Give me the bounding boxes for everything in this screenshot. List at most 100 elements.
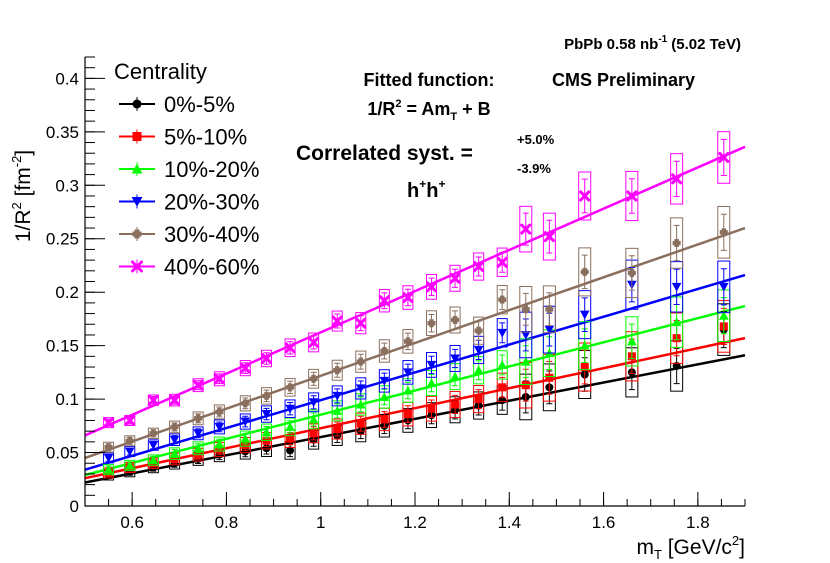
y-axis-title: 1/R2 [fm-2] (9, 150, 35, 242)
syst-box (239, 359, 251, 377)
data-point (579, 190, 591, 202)
syst-box (284, 417, 296, 437)
data-point (214, 422, 225, 432)
syst-box (402, 329, 414, 354)
syst-box (284, 338, 296, 358)
data-point (286, 434, 295, 443)
data-point (449, 272, 461, 284)
data-point (309, 374, 318, 383)
data-point (718, 151, 730, 163)
data-point (285, 422, 295, 431)
data-point (379, 376, 390, 386)
data-point (521, 305, 530, 314)
data-point (169, 435, 180, 445)
syst-box (378, 339, 390, 363)
data-point (355, 399, 366, 409)
x-tick-label: 1.8 (686, 513, 710, 532)
data-point (308, 398, 319, 408)
data-point (332, 391, 343, 401)
fit-label-line1: Fitted function: (364, 70, 495, 90)
header-energy: (5.02 TeV) (671, 36, 741, 53)
syst-box (308, 409, 320, 430)
data-point (103, 464, 114, 474)
legend-item: 10%-20% (119, 157, 259, 182)
data-point (403, 410, 412, 419)
syst-box (426, 395, 437, 422)
legend-marker (131, 163, 143, 174)
y-tick-label: 0.15 (46, 337, 79, 356)
data-point (671, 317, 682, 327)
syst-box (355, 350, 367, 373)
data-point (473, 261, 485, 273)
syst-box (331, 385, 343, 407)
data-point (213, 373, 225, 385)
legend-label: 30%-40% (164, 222, 259, 247)
legend-label: 20%-30% (164, 190, 259, 215)
data-point (719, 228, 728, 237)
syst-box (124, 435, 136, 447)
y-tick-label: 0.05 (46, 444, 79, 463)
data-point (718, 282, 729, 292)
y-tick-label: 0.4 (55, 69, 79, 88)
data-point (474, 326, 483, 335)
data-point (286, 383, 295, 392)
data-point (671, 173, 683, 185)
data-point (239, 362, 251, 374)
syst-box (473, 316, 485, 345)
syst-box (426, 273, 437, 300)
data-point (215, 407, 224, 416)
syst-box (355, 412, 367, 435)
data-point (520, 356, 531, 366)
syst-box (331, 418, 343, 440)
legend-item: 0%-5% (119, 92, 235, 117)
syst-box (261, 349, 272, 368)
syst-box (519, 285, 533, 333)
syst-box (284, 399, 296, 419)
syst-box (449, 344, 461, 372)
data-point (333, 366, 342, 375)
syst-box (402, 285, 414, 310)
syst-box (192, 411, 204, 426)
data-point (124, 447, 135, 457)
legend-item: 40%-60% (119, 255, 259, 280)
syst-box (103, 452, 115, 464)
syst-box (169, 433, 181, 447)
data-point (169, 448, 180, 458)
data-point (378, 295, 390, 307)
data-point (241, 441, 250, 450)
data-point (579, 310, 590, 320)
data-point (473, 365, 484, 375)
legend-label: 40%-60% (164, 255, 259, 280)
particle-label: h+h+ (407, 177, 445, 202)
syst-box (192, 441, 204, 456)
syst-box (284, 378, 296, 397)
syst-box (542, 212, 556, 261)
syst-box (239, 430, 251, 447)
syst-box (147, 439, 159, 451)
legend-marker (132, 229, 142, 239)
data-point (308, 414, 319, 424)
data-points (103, 131, 731, 481)
data-point (403, 337, 412, 346)
x-tick-label: 0.6 (120, 513, 144, 532)
data-point (125, 436, 134, 445)
data-point (380, 346, 389, 355)
data-point (147, 394, 159, 406)
data-point (474, 395, 483, 404)
data-point (309, 429, 318, 438)
syst-plus: +5.0% (517, 132, 555, 147)
data-point (580, 267, 589, 276)
data-point (170, 422, 179, 431)
header-label: PbPb 0.58 nb-1 (5.02 TeV) (564, 34, 741, 53)
syst-box (169, 447, 181, 460)
x-tick-label: 1 (316, 513, 325, 532)
syst-box (378, 369, 390, 393)
data-point (497, 328, 508, 338)
data-point (718, 310, 729, 320)
data-point (240, 433, 251, 443)
data-point (124, 460, 135, 470)
legend-label: 0%-5% (164, 92, 235, 117)
y-tick-label: 0.1 (55, 390, 79, 409)
